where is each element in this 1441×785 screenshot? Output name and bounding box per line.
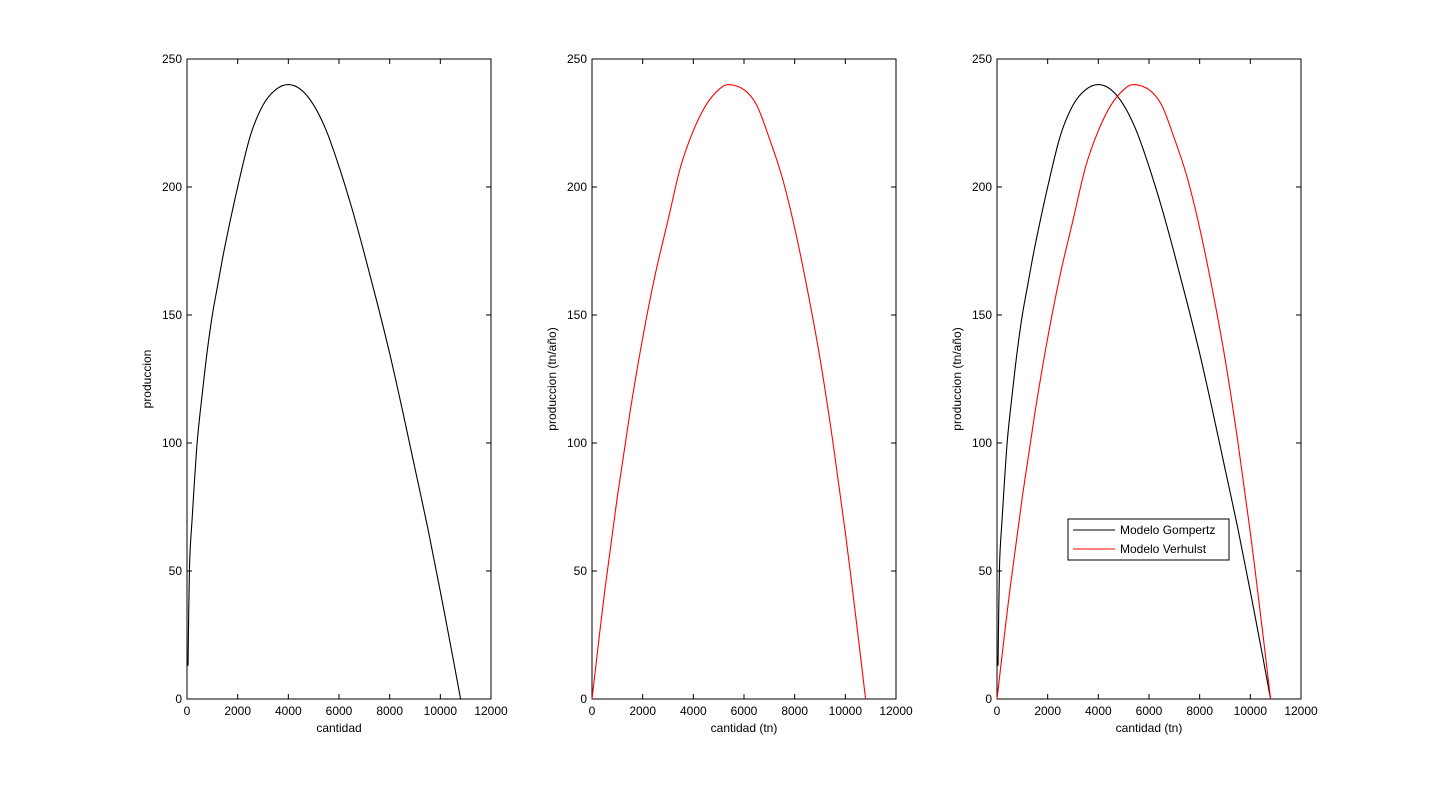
- y-tick-label: 100: [567, 436, 587, 450]
- plot-area: [186, 58, 492, 700]
- series-line-modelo-gompertz: [997, 84, 1272, 700]
- x-tick-label: 10000: [424, 704, 458, 718]
- x-axis-label: cantidad (tn): [1116, 721, 1183, 735]
- x-tick-label: 12000: [1284, 704, 1318, 718]
- x-tick-label: 10000: [1234, 704, 1268, 718]
- legend-box: [1067, 518, 1230, 561]
- y-tick-label: 150: [972, 308, 992, 322]
- x-tick-label: 4000: [275, 704, 302, 718]
- y-tick-label: 100: [162, 436, 182, 450]
- y-tick-label: 200: [972, 180, 992, 194]
- legend-entry-label: Modelo Gompertz: [1120, 523, 1215, 537]
- x-tick-label: 4000: [1085, 704, 1112, 718]
- chart-panel-2: 0 2000 4000 6000 8000 10000 12000 0 50 100 150 200 2…: [545, 52, 913, 735]
- y-tick-label: 50: [979, 564, 993, 578]
- x-tick-label: 6000: [731, 704, 758, 718]
- y-tick-label: 150: [162, 308, 182, 322]
- y-axis-label: produccion (tn/año): [950, 327, 964, 430]
- series-line-modelo-verhulst: [996, 84, 1272, 700]
- y-tick-label: 200: [567, 180, 587, 194]
- y-tick-label: 0: [985, 692, 992, 706]
- x-tick-label: 6000: [326, 704, 353, 718]
- x-axis-label: cantidad: [316, 721, 361, 735]
- y-axis-label: produccion: [140, 350, 154, 409]
- x-tick-label: 2000: [1034, 704, 1061, 718]
- x-axis-label: cantidad (tn): [711, 721, 778, 735]
- x-tick-label: 4000: [680, 704, 707, 718]
- y-tick-label: 150: [567, 308, 587, 322]
- x-tick-label: 0: [589, 704, 596, 718]
- x-tick-label: 8000: [376, 704, 403, 718]
- x-tick-label: 2000: [629, 704, 656, 718]
- y-tick-label: 0: [580, 692, 587, 706]
- y-tick-label: 0: [175, 692, 182, 706]
- x-tick-label: 8000: [1186, 704, 1213, 718]
- y-tick-label: 250: [567, 52, 587, 66]
- y-tick-label: 100: [972, 436, 992, 450]
- plot-area: [591, 58, 897, 700]
- y-tick-label: 200: [162, 180, 182, 194]
- x-tick-label: 12000: [474, 704, 508, 718]
- x-tick-label: 2000: [224, 704, 251, 718]
- x-tick-label: 8000: [781, 704, 808, 718]
- y-axis-label: produccion (tn/año): [545, 327, 559, 430]
- x-tick-label: 6000: [1136, 704, 1163, 718]
- y-tick-label: 50: [169, 564, 183, 578]
- x-tick-label: 10000: [829, 704, 863, 718]
- y-tick-label: 250: [162, 52, 182, 66]
- x-tick-label: 0: [994, 704, 1001, 718]
- series-line-1: [187, 84, 462, 700]
- y-tick-label: 50: [574, 564, 588, 578]
- x-tick-label: 12000: [879, 704, 913, 718]
- series-line-1: [591, 84, 867, 700]
- legend: Modelo Gompertz Modelo Verhulst: [1067, 518, 1230, 561]
- chart-panel-1: 0 2000 4000 6000 8000 10000 12000 0 50 100 150 200 2…: [140, 52, 508, 735]
- chart-panel-3: 0 2000 4000 6000 8000 10000 12000 0 50 100 150 200 2…: [950, 52, 1318, 735]
- y-tick-label: 250: [972, 52, 992, 66]
- x-tick-label: 0: [184, 704, 191, 718]
- plot-area: [996, 58, 1302, 700]
- legend-entry-label: Modelo Verhulst: [1120, 542, 1207, 556]
